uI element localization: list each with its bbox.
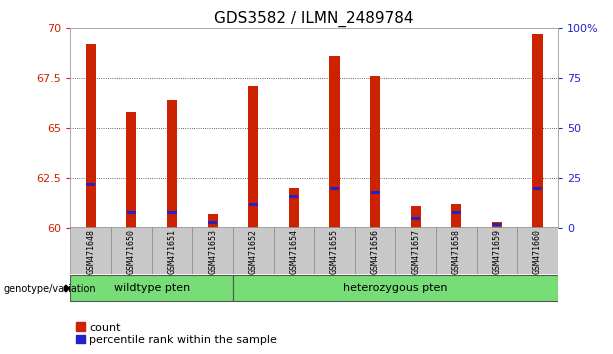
Bar — [273, 227, 314, 274]
Bar — [289, 188, 299, 228]
Text: GSM471655: GSM471655 — [330, 229, 339, 274]
Bar — [70, 227, 111, 274]
Text: GSM471648: GSM471648 — [86, 229, 95, 274]
Bar — [477, 227, 517, 274]
Bar — [208, 221, 217, 224]
Bar — [152, 227, 192, 274]
Bar — [111, 227, 151, 274]
Bar — [233, 275, 558, 301]
Text: heterozygous pten: heterozygous pten — [343, 283, 447, 293]
Bar — [86, 44, 96, 228]
Bar — [533, 187, 542, 190]
Bar — [411, 217, 421, 220]
Title: GDS3582 / ILMN_2489784: GDS3582 / ILMN_2489784 — [215, 11, 414, 27]
Bar — [86, 183, 96, 186]
Bar — [452, 211, 461, 214]
Text: genotype/variation: genotype/variation — [3, 284, 96, 293]
Bar — [127, 211, 136, 214]
Bar — [167, 211, 177, 214]
Bar — [167, 100, 177, 228]
Text: GSM471653: GSM471653 — [208, 229, 217, 274]
Text: GSM471658: GSM471658 — [452, 229, 461, 274]
Bar — [517, 227, 558, 274]
Text: GSM471654: GSM471654 — [289, 229, 299, 274]
Text: GSM471650: GSM471650 — [127, 229, 136, 274]
Text: GSM471651: GSM471651 — [167, 229, 177, 274]
Bar — [492, 223, 501, 226]
Bar — [395, 227, 436, 274]
Bar — [330, 187, 339, 190]
Bar — [370, 76, 380, 228]
Bar — [289, 195, 299, 198]
Text: GSM471660: GSM471660 — [533, 229, 542, 274]
Bar — [329, 56, 340, 228]
Bar — [249, 202, 258, 206]
Text: wildtype pten: wildtype pten — [113, 283, 190, 293]
Text: GSM471656: GSM471656 — [371, 229, 379, 274]
Bar — [451, 204, 462, 228]
Bar — [492, 222, 502, 228]
Bar — [370, 190, 379, 194]
Bar — [192, 227, 233, 274]
Bar — [70, 275, 233, 301]
Bar — [411, 206, 421, 228]
Text: GSM471659: GSM471659 — [492, 229, 501, 274]
Bar — [533, 34, 543, 228]
Text: GSM471652: GSM471652 — [249, 229, 257, 274]
Bar — [126, 112, 137, 228]
Bar — [208, 214, 218, 228]
Bar — [355, 227, 395, 274]
Legend: count, percentile rank within the sample: count, percentile rank within the sample — [76, 322, 277, 345]
Bar — [314, 227, 355, 274]
Bar — [436, 227, 477, 274]
Bar — [248, 86, 258, 228]
Text: GSM471657: GSM471657 — [411, 229, 420, 274]
Bar — [233, 227, 273, 274]
